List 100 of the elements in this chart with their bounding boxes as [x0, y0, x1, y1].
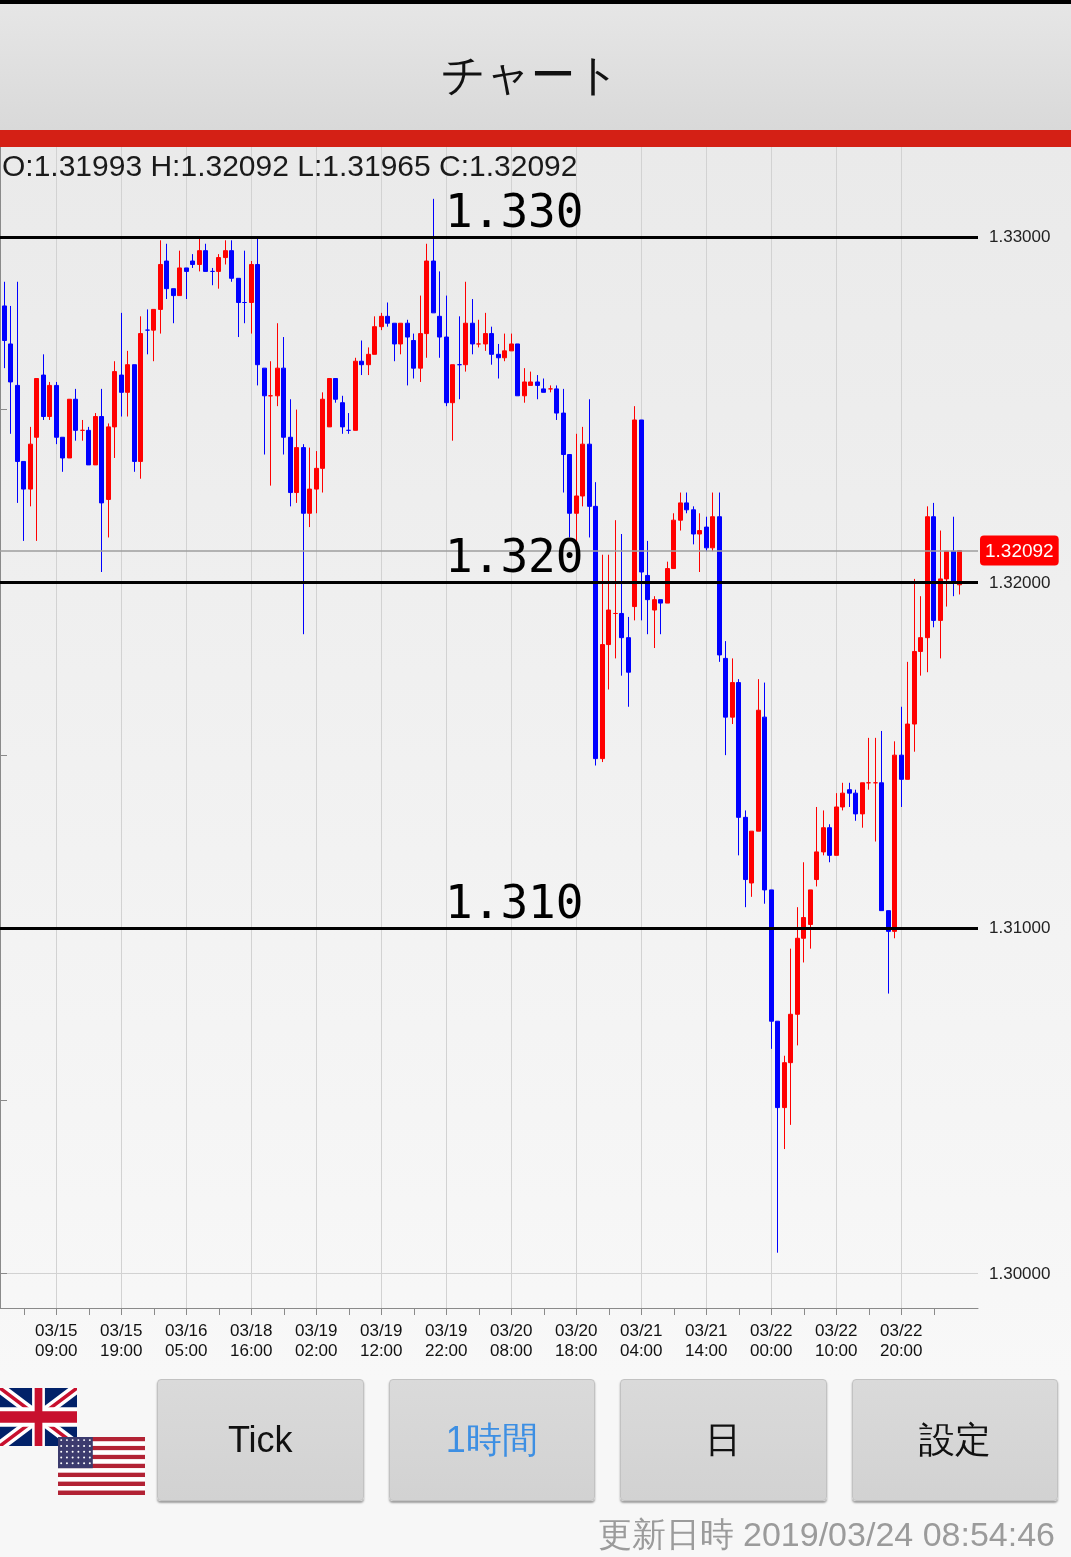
candlestick — [359, 340, 364, 376]
x-tick-label: 03/15 09:00 — [34, 1320, 78, 1360]
candlestick — [619, 533, 624, 677]
candlestick — [99, 388, 104, 573]
candlestick — [502, 333, 507, 362]
x-tick-label: 03/22 20:00 — [879, 1320, 923, 1360]
candlestick — [242, 250, 247, 324]
candlestick — [288, 398, 293, 507]
candlestick — [385, 301, 390, 328]
candlestick — [138, 315, 143, 480]
x-tick-label: 03/15 19:00 — [99, 1320, 143, 1360]
x-tick-label: 03/18 16:00 — [229, 1320, 273, 1360]
candlestick — [28, 426, 33, 507]
y-tick-label: 1.33000 — [989, 227, 1051, 247]
candlestick — [132, 364, 137, 473]
candlestick — [613, 519, 618, 659]
annotation: O:1.31993 H:1.32092 L:1.31965 C:1.32092 — [2, 148, 578, 184]
candlestick — [2, 281, 7, 369]
candlestick — [457, 315, 462, 400]
candlestick — [275, 322, 280, 407]
y-tick-label: 1.31000 — [989, 918, 1051, 938]
candlestick — [626, 616, 631, 708]
candlestick — [684, 492, 689, 514]
x-tick-label: 03/19 02:00 — [294, 1320, 338, 1360]
candlestick — [658, 599, 663, 635]
candlestick — [515, 343, 520, 397]
button[interactable]: Tick — [157, 1379, 364, 1501]
candlestick — [723, 640, 728, 756]
candlestick — [736, 678, 741, 856]
candlestick — [873, 737, 878, 843]
candlestick — [80, 419, 85, 442]
candlestick — [444, 295, 449, 407]
candlestick — [411, 333, 416, 380]
candlestick — [476, 319, 481, 348]
candlestick — [268, 360, 273, 487]
candlestick — [749, 830, 754, 898]
candlestick — [379, 312, 384, 331]
candlestick — [437, 270, 442, 359]
x-tick-label: 03/22 10:00 — [814, 1320, 858, 1360]
candlestick — [541, 378, 546, 393]
x-tick-label: 03/21 04:00 — [619, 1320, 663, 1360]
candlestick — [899, 706, 904, 808]
candlestick — [463, 281, 468, 373]
candlestick — [483, 312, 488, 352]
candlestick — [450, 364, 455, 442]
candlestick — [255, 236, 260, 386]
candlestick — [333, 378, 338, 404]
candlestick — [86, 426, 91, 466]
candlestick — [645, 540, 650, 635]
candlestick — [8, 305, 13, 435]
candlestick — [281, 336, 286, 456]
candlestick — [886, 910, 891, 995]
candlestick — [866, 737, 871, 791]
candlestick — [509, 333, 514, 352]
ref-line-label: 1.310 — [445, 874, 584, 929]
candlestick — [951, 516, 956, 597]
candlestick — [184, 267, 189, 300]
candlestick — [730, 657, 735, 725]
candlestick — [392, 322, 397, 362]
candlestick — [47, 381, 52, 421]
candlestick — [93, 412, 98, 466]
candlestick — [177, 250, 182, 297]
candlestick — [431, 198, 436, 314]
candlestick — [925, 505, 930, 673]
candlestick — [145, 308, 150, 355]
candlestick — [931, 502, 936, 628]
candlestick — [879, 730, 884, 912]
candlestick — [119, 312, 124, 418]
candlestick — [229, 239, 234, 283]
candlestick — [756, 678, 761, 832]
candlestick — [73, 388, 78, 442]
candlestick — [340, 395, 345, 435]
candlestick — [717, 492, 722, 663]
candlestick — [814, 806, 819, 887]
candlestick — [762, 682, 767, 905]
candlestick — [67, 398, 72, 459]
candlestick — [223, 239, 228, 265]
chart-title: チャート — [440, 49, 621, 101]
candlestick — [405, 319, 410, 386]
candlestick — [697, 512, 702, 573]
ref-line-label: 1.32092 — [985, 540, 1054, 562]
candlestick — [158, 239, 163, 335]
x-tick-label: 03/21 14:00 — [684, 1320, 728, 1360]
candlestick — [210, 267, 215, 286]
candlestick — [554, 384, 559, 421]
candlestick — [496, 343, 501, 380]
button[interactable]: 設定 — [851, 1379, 1058, 1501]
ref-line-label: 1.320 — [445, 529, 584, 584]
candlestick — [743, 809, 748, 908]
candlestick — [346, 412, 351, 435]
candlestick — [353, 357, 358, 431]
candlestick — [190, 253, 195, 269]
candlestick — [860, 782, 865, 829]
candlestick — [710, 492, 715, 552]
candlestick — [197, 236, 202, 272]
candlestick — [41, 353, 46, 421]
button[interactable]: 日 — [620, 1379, 827, 1501]
y-tick-label: 1.32000 — [989, 572, 1051, 592]
candlestick — [821, 809, 826, 856]
candlestick — [535, 374, 540, 400]
